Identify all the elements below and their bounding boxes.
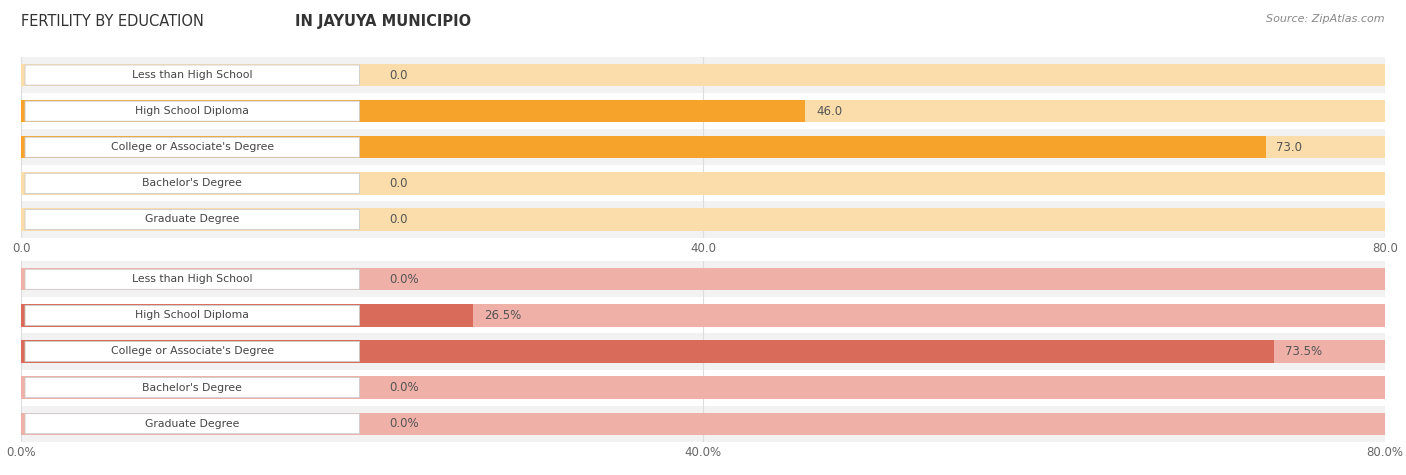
- Bar: [21, 172, 1385, 195]
- FancyBboxPatch shape: [25, 269, 360, 289]
- Text: 0.0: 0.0: [389, 213, 408, 226]
- FancyBboxPatch shape: [25, 209, 360, 229]
- Bar: [21, 208, 1385, 231]
- Bar: [21, 340, 1385, 363]
- Bar: [21, 136, 1265, 159]
- Bar: [21, 304, 1385, 327]
- Bar: [21, 136, 1385, 159]
- Bar: [21, 201, 1385, 238]
- Text: Less than High School: Less than High School: [132, 70, 253, 80]
- Text: 0.0: 0.0: [389, 68, 408, 82]
- Text: 73.0: 73.0: [1277, 141, 1302, 154]
- Text: Less than High School: Less than High School: [132, 274, 253, 285]
- FancyBboxPatch shape: [25, 414, 360, 434]
- Bar: [21, 129, 1385, 165]
- Bar: [21, 261, 1385, 297]
- Text: 26.5%: 26.5%: [484, 309, 522, 322]
- Bar: [21, 165, 1385, 201]
- Bar: [21, 93, 1385, 129]
- Text: Graduate Degree: Graduate Degree: [145, 418, 239, 429]
- Text: 73.5%: 73.5%: [1285, 345, 1322, 358]
- Text: High School Diploma: High School Diploma: [135, 106, 249, 116]
- Bar: [21, 370, 1385, 406]
- Bar: [21, 304, 472, 327]
- Bar: [21, 100, 806, 123]
- Text: FERTILITY BY EDUCATION: FERTILITY BY EDUCATION: [21, 14, 208, 29]
- FancyBboxPatch shape: [25, 137, 360, 157]
- Bar: [21, 297, 1385, 333]
- Bar: [21, 57, 1385, 93]
- Text: Bachelor's Degree: Bachelor's Degree: [142, 178, 242, 189]
- Text: 0.0: 0.0: [389, 177, 408, 190]
- FancyBboxPatch shape: [25, 65, 360, 85]
- Bar: [21, 412, 1385, 435]
- Bar: [21, 406, 1385, 442]
- FancyBboxPatch shape: [25, 342, 360, 361]
- FancyBboxPatch shape: [25, 305, 360, 325]
- FancyBboxPatch shape: [25, 173, 360, 193]
- FancyBboxPatch shape: [25, 101, 360, 121]
- Text: 46.0: 46.0: [817, 104, 842, 118]
- Bar: [21, 333, 1385, 370]
- Text: 0.0%: 0.0%: [389, 273, 419, 286]
- Text: College or Associate's Degree: College or Associate's Degree: [111, 346, 274, 357]
- Text: IN JAYUYA MUNICIPIO: IN JAYUYA MUNICIPIO: [295, 14, 471, 29]
- Text: Graduate Degree: Graduate Degree: [145, 214, 239, 225]
- Text: 0.0%: 0.0%: [389, 381, 419, 394]
- Bar: [21, 376, 1385, 399]
- Text: High School Diploma: High School Diploma: [135, 310, 249, 321]
- Bar: [21, 100, 1385, 123]
- Bar: [21, 64, 1385, 86]
- Text: Source: ZipAtlas.com: Source: ZipAtlas.com: [1267, 14, 1385, 24]
- Bar: [21, 268, 1385, 291]
- Text: 0.0%: 0.0%: [389, 417, 419, 430]
- Bar: [21, 340, 1274, 363]
- FancyBboxPatch shape: [25, 378, 360, 398]
- Text: College or Associate's Degree: College or Associate's Degree: [111, 142, 274, 152]
- Text: Bachelor's Degree: Bachelor's Degree: [142, 382, 242, 393]
